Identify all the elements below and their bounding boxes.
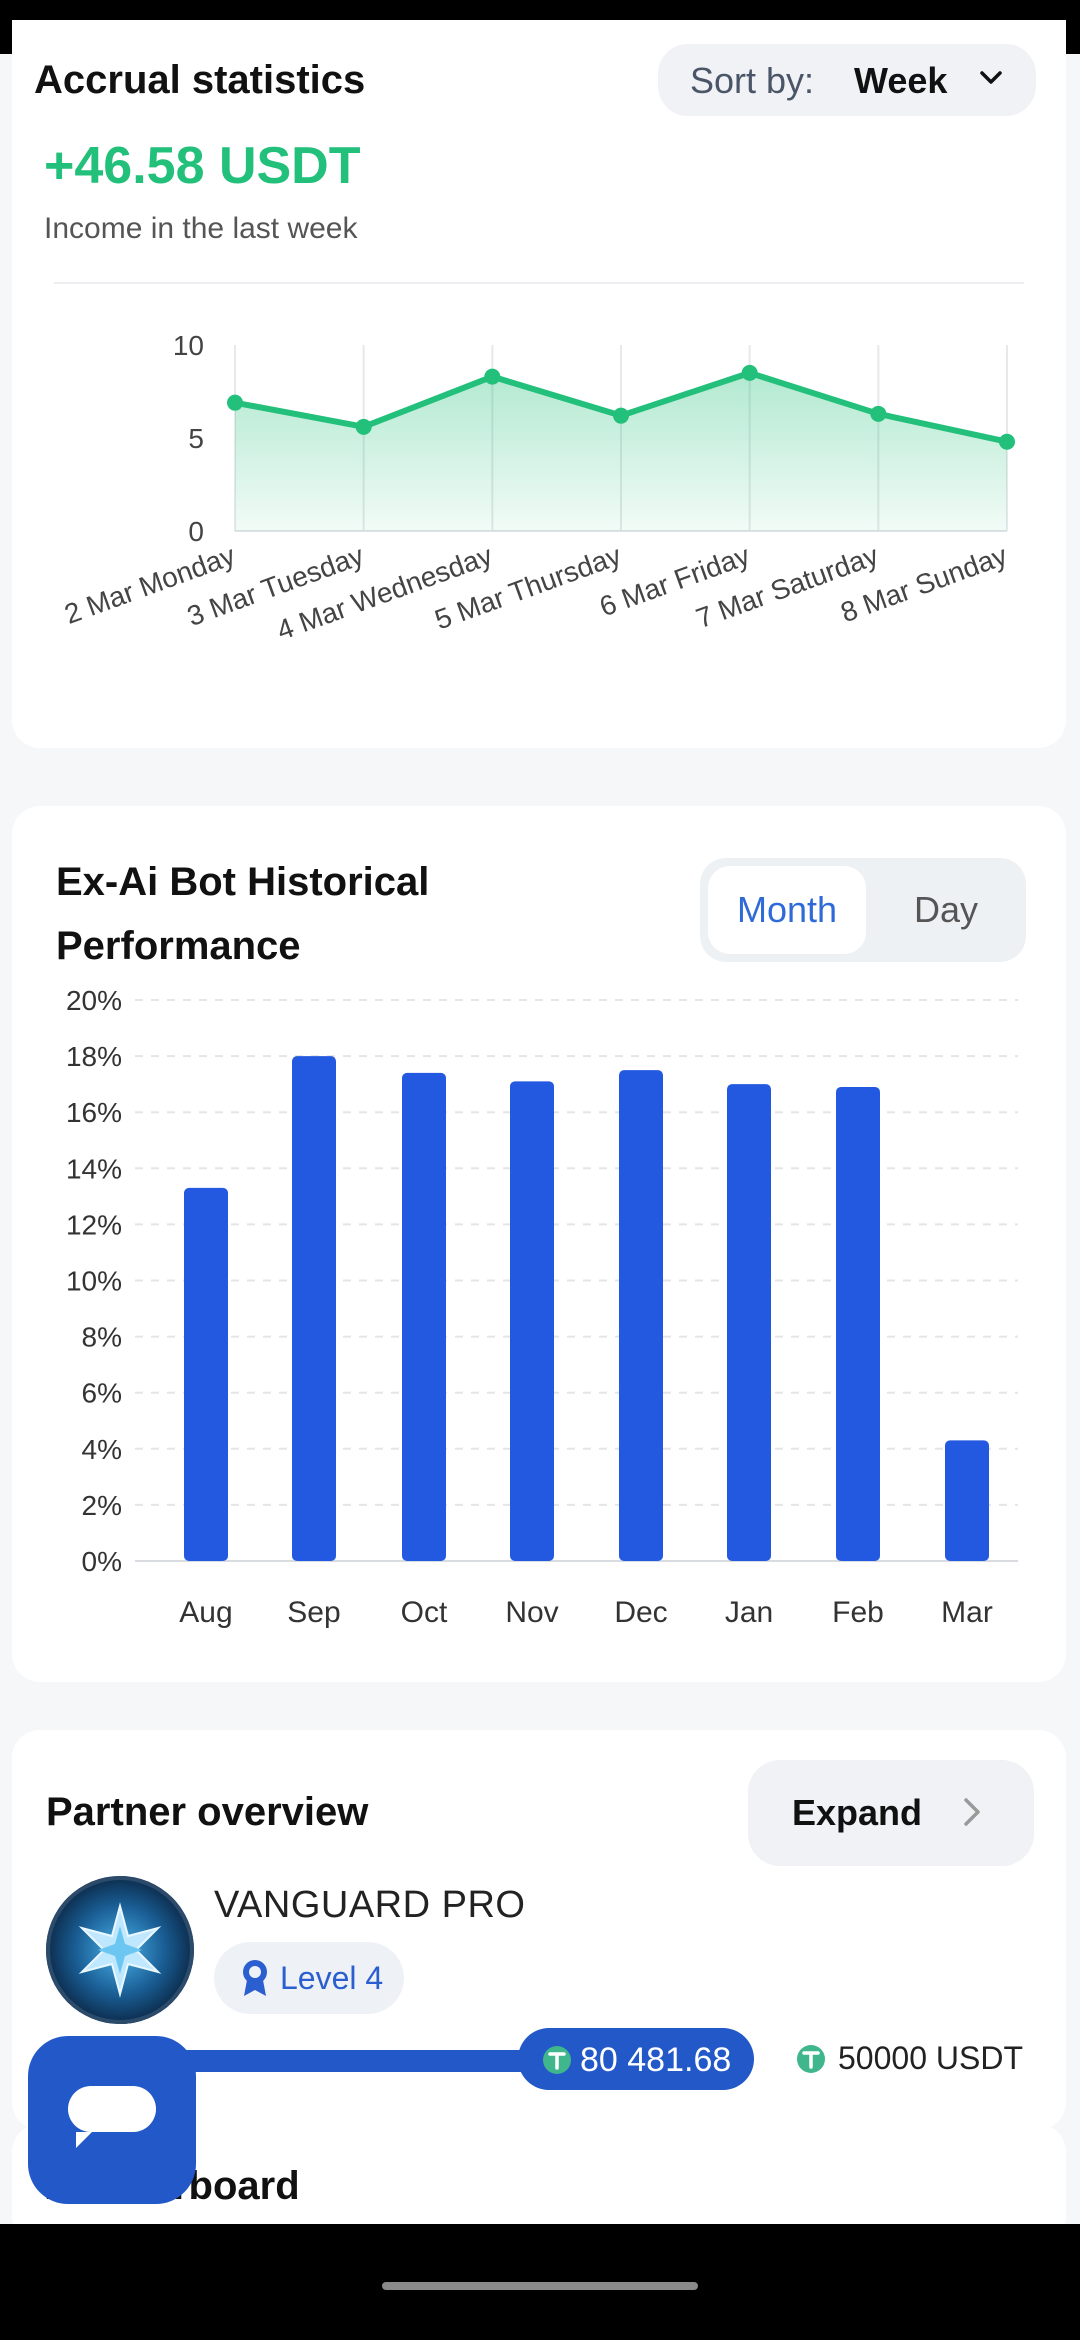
x-tick-label: Dec — [614, 1596, 667, 1629]
data-point — [484, 368, 501, 385]
partner-title: Partner overview — [46, 1790, 369, 1834]
home-indicator[interactable] — [382, 2282, 698, 2290]
area-fill — [235, 372, 1007, 531]
sort-value: Week — [854, 60, 948, 101]
bar — [727, 1084, 771, 1561]
x-tick-label: Jan — [725, 1596, 773, 1629]
divider — [54, 282, 1024, 284]
y-tick-label: 14% — [66, 1153, 122, 1184]
chat-bubble-icon — [68, 2086, 156, 2148]
chevron-right-icon — [964, 1798, 980, 1826]
chevron-down-icon — [980, 71, 1002, 84]
y-tick-label: 16% — [66, 1097, 122, 1128]
income-amount: +46.58 USDT — [44, 137, 361, 195]
data-point — [355, 418, 372, 435]
income-caption: Income in the last week — [44, 212, 358, 245]
y-tick-label: 8% — [82, 1322, 122, 1353]
progress-value-pill: 80 481.68 — [518, 2028, 754, 2090]
x-tick-label: Mar — [941, 1596, 993, 1629]
x-tick-label: Nov — [505, 1596, 558, 1629]
tether-icon — [543, 2046, 571, 2074]
y-tick-label: 10 — [173, 330, 204, 361]
bar — [510, 1081, 554, 1561]
y-tick-label: 20% — [66, 985, 122, 1016]
accrual-title: Accrual statistics — [34, 58, 366, 102]
data-point — [741, 364, 758, 381]
expand-label: Expand — [792, 1792, 923, 1833]
x-tick-label: Feb — [832, 1596, 884, 1629]
target-value: 50000 USDT — [838, 2040, 1023, 2076]
tier-avatar — [46, 1876, 194, 2024]
level-badge: Level 4 — [214, 1942, 404, 2014]
y-tick-label: 5 — [188, 423, 204, 454]
x-tick-label: Sep — [287, 1596, 340, 1629]
y-tick-label: 2% — [82, 1490, 122, 1521]
x-tick-label: 4 Mar Wednesday — [273, 540, 497, 647]
accrual-card — [12, 20, 1066, 748]
tab-month[interactable]: Month — [708, 866, 866, 954]
bar — [292, 1056, 336, 1561]
tab-day[interactable]: Day — [913, 889, 979, 930]
performance-title: Ex-Ai Bot Historical Performance — [56, 860, 430, 968]
bar — [402, 1072, 446, 1561]
y-tick-label: 0 — [188, 516, 204, 547]
x-tick-label: Aug — [179, 1596, 232, 1629]
y-tick-label: 10% — [66, 1266, 122, 1297]
partner-progress-bar — [150, 2050, 540, 2072]
performance-bar-chart: 0% 2% 4% 6% 8% 10% 12% 14% 16% 18% 20% Aug Sep Oct No… — [66, 985, 1018, 1629]
sort-dropdown[interactable]: Sort by: Week — [658, 44, 1036, 116]
data-point — [613, 407, 629, 424]
x-tick-label: Oct — [401, 1596, 448, 1629]
chat-button[interactable] — [28, 2036, 196, 2204]
bar — [945, 1440, 989, 1561]
sort-label: Sort by: — [690, 60, 815, 101]
medal-icon — [243, 1960, 267, 1996]
data-point — [999, 433, 1015, 450]
star-icon — [78, 1902, 162, 1998]
bar — [184, 1187, 228, 1561]
y-tick-label: 4% — [82, 1434, 122, 1465]
bar — [836, 1086, 880, 1561]
data-point — [227, 394, 243, 411]
y-tick-label: 6% — [82, 1378, 122, 1409]
data-point — [870, 405, 887, 422]
y-tick-label: 12% — [66, 1209, 122, 1240]
y-tick-label: 0% — [82, 1546, 122, 1577]
tier-name: VANGUARD PRO — [214, 1884, 526, 1926]
tether-icon — [797, 2045, 825, 2073]
y-tick-label: 18% — [66, 1041, 122, 1072]
progress-value: 80 481.68 — [580, 2041, 732, 2079]
level-text: Level 4 — [280, 1960, 384, 1996]
period-toggle: Month Day — [700, 858, 1026, 962]
bar — [619, 1070, 663, 1561]
expand-button[interactable]: Expand — [748, 1760, 1034, 1866]
